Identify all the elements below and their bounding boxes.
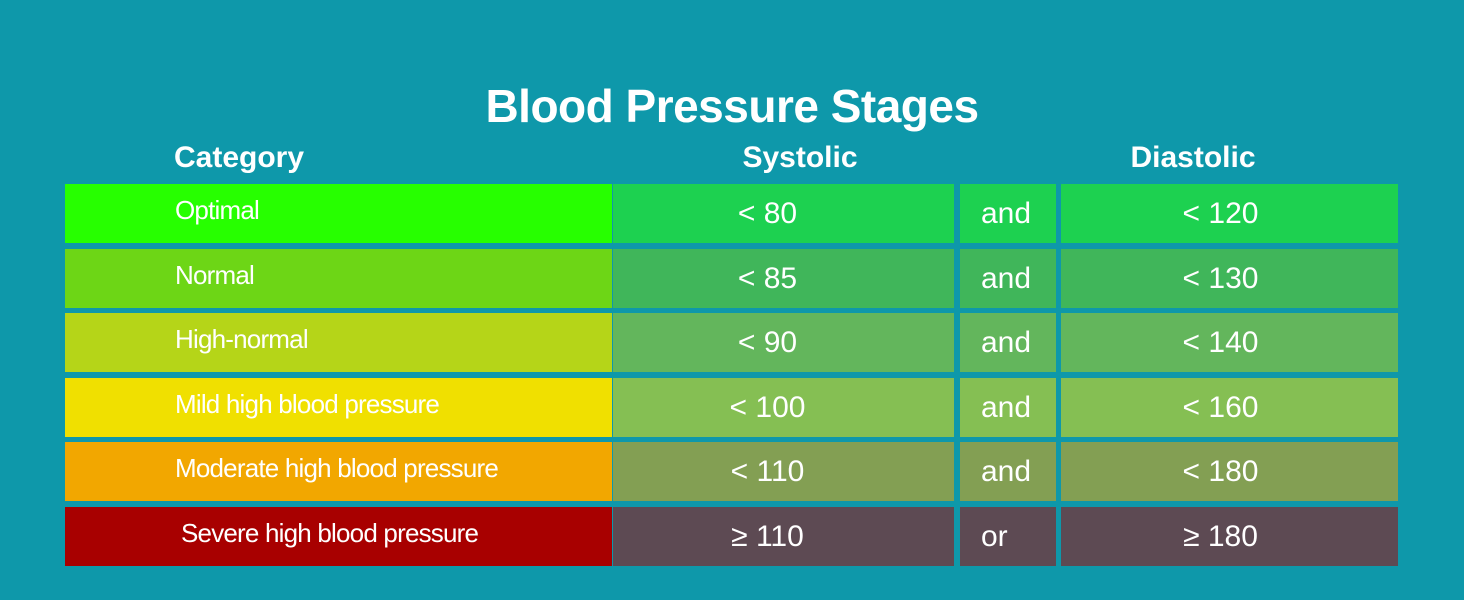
column-header-category: Category — [174, 141, 305, 174]
connector-label: and — [981, 391, 1032, 424]
category-label: Mild high blood pressure — [175, 389, 440, 419]
connector-cell: and — [960, 313, 1056, 372]
table-row-normal: Normal < 85 and < 130 — [0, 249, 1464, 308]
diastolic-value: < 140 — [1182, 326, 1259, 359]
systolic-cell: < 85 — [613, 249, 954, 308]
diastolic-cell: < 180 — [1061, 442, 1398, 501]
systolic-value: < 85 — [737, 262, 798, 295]
diastolic-cell: < 120 — [1061, 184, 1398, 243]
diastolic-cell: < 140 — [1061, 313, 1398, 372]
systolic-value: < 90 — [737, 326, 798, 359]
category-cell: Mild high blood pressure — [65, 378, 612, 437]
systolic-cell: < 100 — [613, 378, 954, 437]
category-cell: High-normal — [65, 313, 612, 372]
connector-label: and — [981, 455, 1032, 488]
category-label: Normal — [175, 260, 255, 290]
diastolic-value: ≥ 180 — [1183, 520, 1258, 553]
table-row-high-normal: High-normal < 90 and < 140 — [0, 313, 1464, 372]
systolic-value: < 80 — [737, 197, 798, 230]
connector-cell: and — [960, 184, 1056, 243]
diastolic-value: < 130 — [1182, 262, 1259, 295]
systolic-cell: < 80 — [613, 184, 954, 243]
connector-cell: and — [960, 378, 1056, 437]
column-header-diastolic: Diastolic — [1130, 141, 1256, 174]
connector-label: or — [981, 520, 1008, 553]
table-row-optimal: Optimal < 80 and < 120 — [0, 184, 1464, 243]
diastolic-cell: < 160 — [1061, 378, 1398, 437]
diastolic-cell: ≥ 180 — [1061, 507, 1398, 566]
connector-label: and — [981, 326, 1032, 359]
diastolic-cell: < 130 — [1061, 249, 1398, 308]
category-cell: Severe high blood pressure — [65, 507, 612, 566]
diastolic-value: < 160 — [1182, 391, 1259, 424]
diastolic-value: < 180 — [1182, 455, 1259, 488]
table-row-mild-high: Mild high blood pressure < 100 and < 160 — [0, 378, 1464, 437]
column-header-systolic: Systolic — [742, 141, 858, 174]
connector-cell: and — [960, 442, 1056, 501]
category-cell: Normal — [65, 249, 612, 308]
category-label: Optimal — [175, 195, 260, 225]
category-label: Severe high blood pressure — [181, 518, 479, 548]
systolic-cell: < 110 — [613, 442, 954, 501]
category-label: High-normal — [175, 324, 309, 354]
page-title: Blood Pressure Stages — [485, 80, 979, 132]
connector-cell: or — [960, 507, 1056, 566]
table-row-moderate-high: Moderate high blood pressure < 110 and <… — [0, 442, 1464, 501]
connector-label: and — [981, 197, 1032, 230]
systolic-value: < 100 — [729, 391, 806, 424]
category-cell: Optimal — [65, 184, 612, 243]
systolic-value: ≥ 110 — [731, 520, 804, 553]
diastolic-value: < 120 — [1182, 197, 1259, 230]
systolic-value: < 110 — [730, 455, 805, 488]
connector-cell: and — [960, 249, 1056, 308]
category-cell: Moderate high blood pressure — [65, 442, 612, 501]
systolic-cell: < 90 — [613, 313, 954, 372]
category-label: Moderate high blood pressure — [175, 453, 499, 483]
systolic-cell: ≥ 110 — [613, 507, 954, 566]
connector-label: and — [981, 262, 1032, 295]
table-row-severe-high: Severe high blood pressure ≥ 110 or ≥ 18… — [0, 507, 1464, 566]
